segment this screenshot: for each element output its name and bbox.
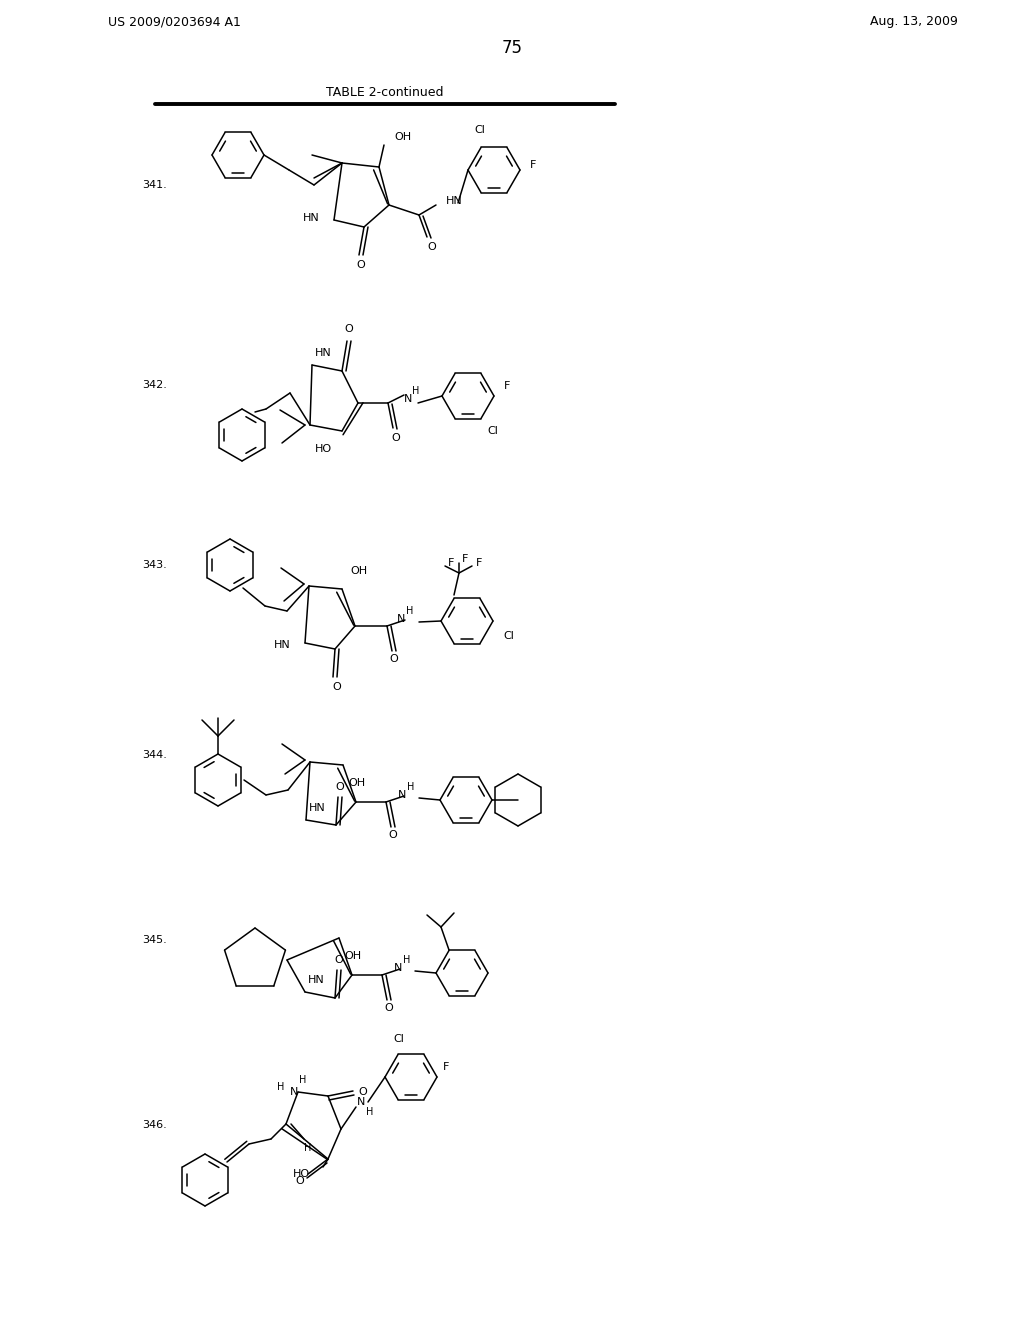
Text: O: O bbox=[389, 830, 397, 840]
Text: N: N bbox=[290, 1086, 298, 1097]
Text: H: H bbox=[403, 954, 411, 965]
Text: HO: HO bbox=[293, 1170, 310, 1179]
Text: N: N bbox=[394, 964, 402, 973]
Text: O: O bbox=[333, 682, 341, 692]
Text: 341.: 341. bbox=[142, 180, 167, 190]
Text: N: N bbox=[356, 1097, 366, 1107]
Text: N: N bbox=[397, 614, 406, 624]
Text: O: O bbox=[356, 260, 366, 271]
Text: O: O bbox=[336, 781, 344, 792]
Text: H: H bbox=[407, 606, 414, 616]
Text: HN: HN bbox=[446, 195, 463, 206]
Text: F: F bbox=[504, 381, 510, 391]
Text: 342.: 342. bbox=[142, 380, 167, 389]
Text: F: F bbox=[462, 554, 468, 564]
Text: HN: HN bbox=[308, 975, 325, 985]
Text: H: H bbox=[413, 385, 420, 396]
Text: F: F bbox=[442, 1063, 450, 1072]
Text: US 2009/0203694 A1: US 2009/0203694 A1 bbox=[108, 16, 241, 29]
Text: F: F bbox=[476, 558, 482, 568]
Text: OH: OH bbox=[350, 566, 368, 576]
Text: O: O bbox=[389, 653, 398, 664]
Text: O: O bbox=[335, 954, 343, 965]
Text: H: H bbox=[408, 781, 415, 792]
Text: O: O bbox=[358, 1086, 368, 1097]
Text: O: O bbox=[345, 323, 353, 334]
Text: 345.: 345. bbox=[142, 935, 167, 945]
Text: F: F bbox=[447, 558, 455, 568]
Text: HO: HO bbox=[314, 444, 332, 454]
Text: HN: HN bbox=[303, 213, 319, 223]
Text: 346.: 346. bbox=[142, 1119, 167, 1130]
Text: OH: OH bbox=[344, 950, 361, 961]
Text: Cl: Cl bbox=[487, 426, 499, 436]
Text: 344.: 344. bbox=[142, 750, 167, 760]
Text: TABLE 2-continued: TABLE 2-continued bbox=[327, 86, 443, 99]
Text: Cl: Cl bbox=[474, 125, 485, 135]
Text: N: N bbox=[403, 393, 413, 404]
Text: OH: OH bbox=[348, 777, 366, 788]
Text: 75: 75 bbox=[502, 40, 522, 57]
Text: Aug. 13, 2009: Aug. 13, 2009 bbox=[870, 16, 957, 29]
Text: HN: HN bbox=[315, 348, 332, 358]
Text: O: O bbox=[428, 242, 436, 252]
Text: O: O bbox=[296, 1176, 304, 1185]
Text: HN: HN bbox=[309, 803, 326, 813]
Text: 343.: 343. bbox=[142, 560, 167, 570]
Text: Cl: Cl bbox=[393, 1034, 404, 1044]
Text: HN: HN bbox=[274, 640, 291, 649]
Text: H: H bbox=[367, 1107, 374, 1117]
Text: N: N bbox=[397, 789, 407, 800]
Text: H: H bbox=[276, 1082, 284, 1092]
Text: OH: OH bbox=[394, 132, 411, 143]
Text: F: F bbox=[530, 160, 537, 170]
Text: O: O bbox=[385, 1003, 393, 1012]
Text: H: H bbox=[299, 1074, 306, 1085]
Text: O: O bbox=[391, 433, 400, 444]
Text: H: H bbox=[304, 1143, 311, 1152]
Text: Cl: Cl bbox=[503, 631, 514, 642]
